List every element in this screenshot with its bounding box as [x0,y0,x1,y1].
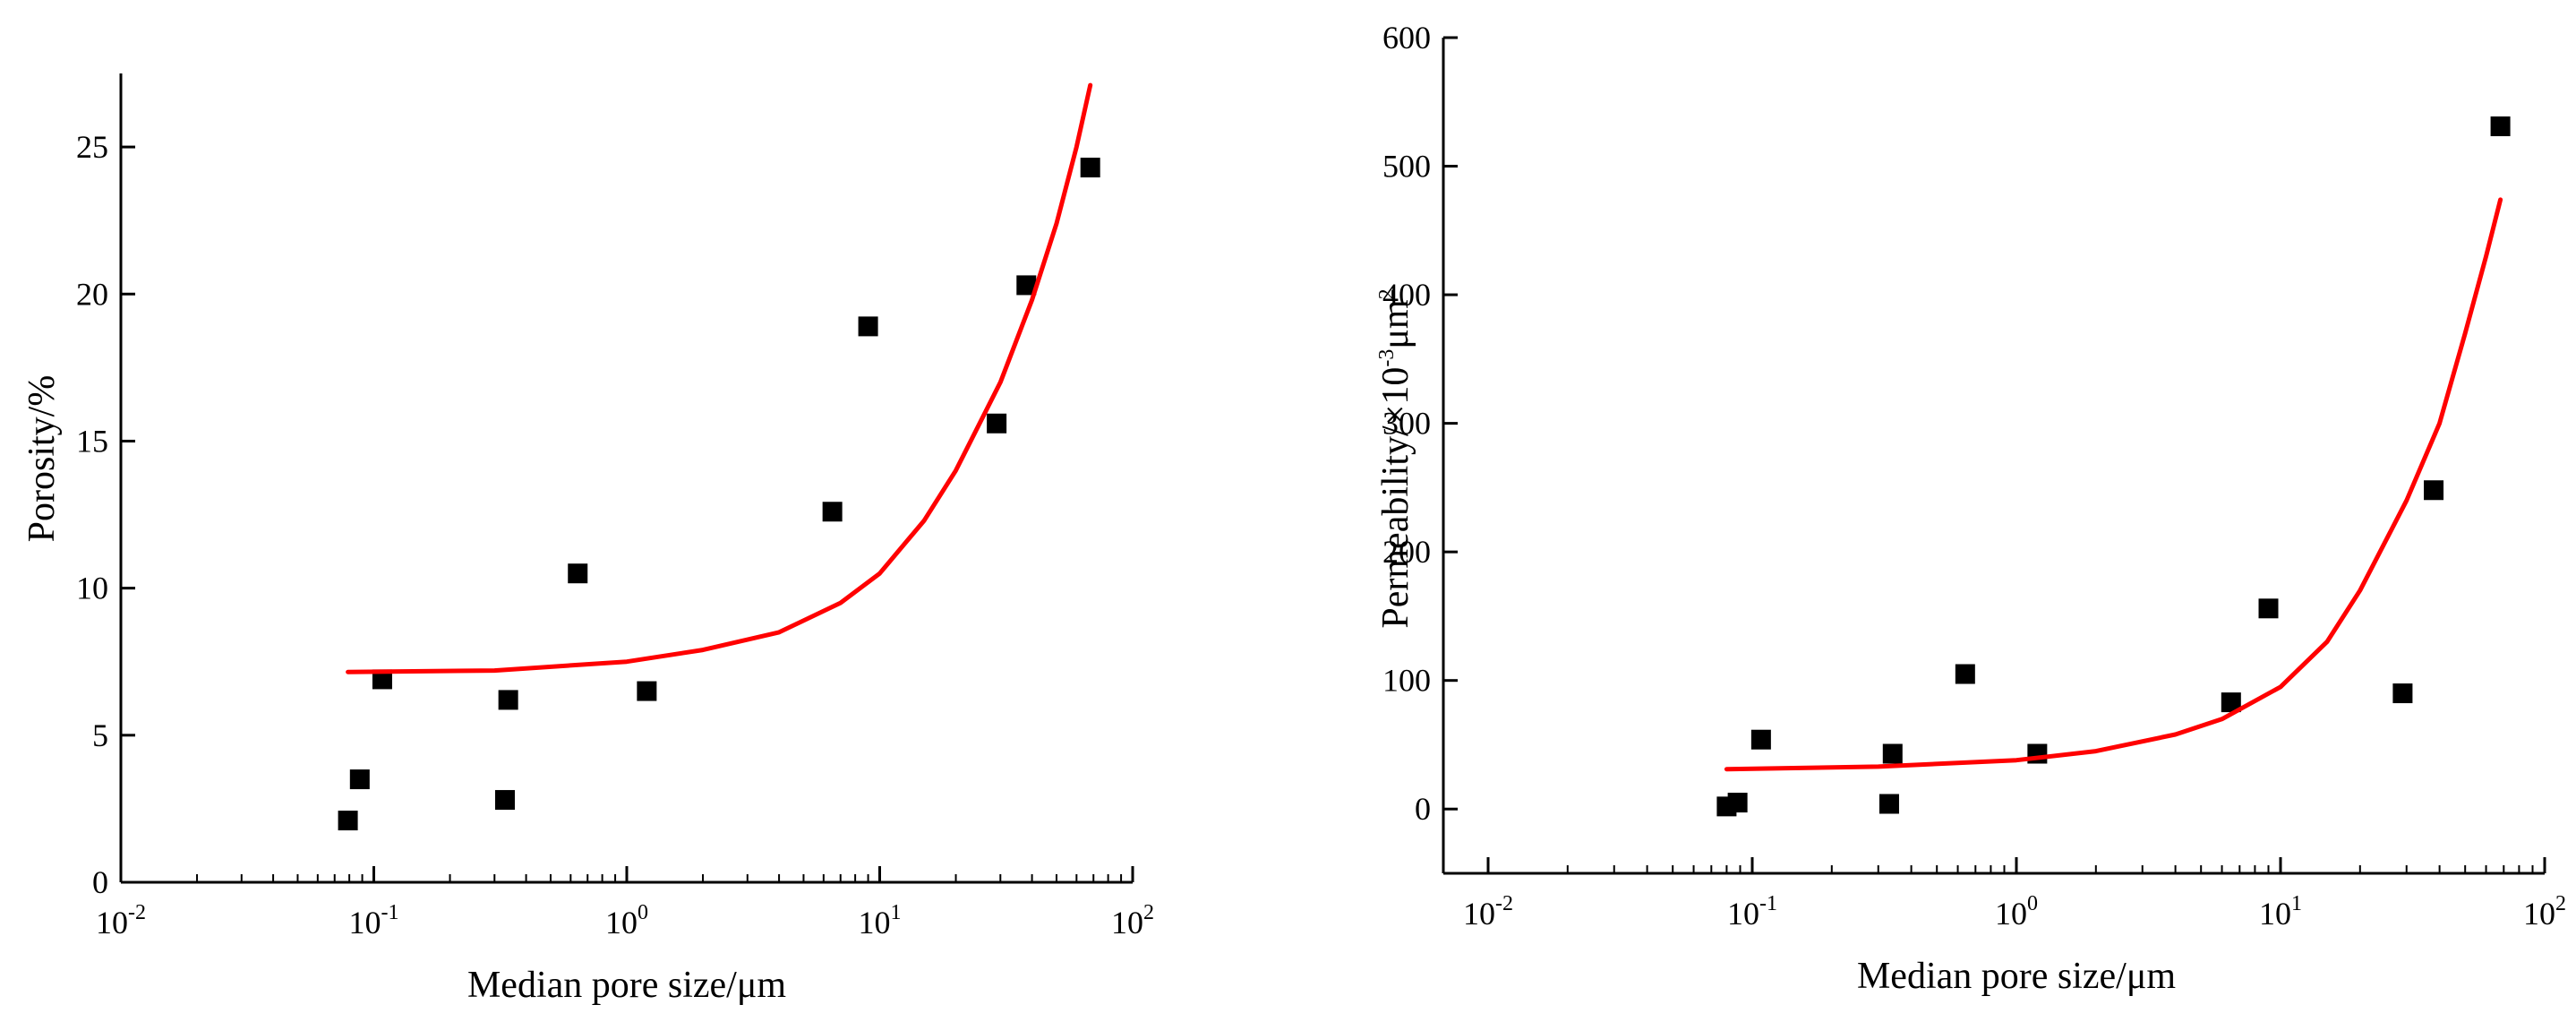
data-point [1727,793,1748,813]
data-point [1750,729,1771,750]
data-point [2221,692,2241,713]
y-tick-label: 600 [1382,20,1431,56]
y-tick-label: 400 [1382,277,1431,313]
data-point [338,811,358,831]
x-tick-label: 10-2 [96,901,146,940]
y-tick-label: 500 [1382,149,1431,185]
y-tick-label: 300 [1382,406,1431,442]
porosity-chart: 10-2 10-1 100 101 102 0 5 10 15 20 25 Median pore s… [21,73,1154,1006]
y-tick-label: 25 [76,129,108,165]
y-tick-label: 20 [76,276,108,312]
y-tick-label: 5 [92,717,108,753]
data-point [1882,743,1903,764]
data-point [498,690,518,710]
x-axis-title: Median pore size/μm [1857,956,2176,997]
data-point [987,413,1007,434]
data-point [822,502,843,522]
y-axis-title: Permeability/×10-3μm2 [1375,288,1416,628]
permeability-chart: 10-2 10-1 100 101 102 0 100 200 300 400 500 600 Medi… [1375,20,2566,997]
y-tick-label: 100 [1382,663,1431,699]
x-tick-label: 10-2 [1463,892,1513,932]
data-point [568,563,588,584]
data-point [1879,794,1899,814]
data-point [372,669,392,690]
x-axis-title: Median pore size/μm [467,965,786,1006]
x-tick-label: 10-1 [349,901,399,940]
x-tick-label: 101 [2259,892,2302,932]
y-tick-label: 200 [1382,534,1431,570]
data-point [2490,116,2511,137]
x-tick-label: 101 [859,901,902,940]
x-tick-label: 10-1 [1727,892,1777,932]
y-axis-title: Porosity/% [21,375,63,543]
data-point [1955,664,1975,684]
data-point [1016,275,1037,296]
x-tick-label: 102 [1111,901,1154,940]
data-point [2424,480,2444,501]
data-point [1080,158,1100,178]
data-point [637,681,657,701]
data-point [2258,598,2279,619]
y-tick-label: 0 [1415,791,1431,827]
y-tick-label: 10 [76,571,108,606]
data-point [349,769,370,790]
y-tick-label: 0 [92,864,108,900]
fit-curve [1724,197,2503,772]
y-tick-label: 15 [76,423,108,459]
x-tick-label: 102 [2523,892,2566,932]
x-tick-label: 100 [1995,892,2038,932]
data-point [858,316,878,337]
data-point [494,790,515,811]
fit-curve [346,82,1093,674]
x-tick-label: 100 [605,901,648,940]
data-point [2392,683,2413,704]
